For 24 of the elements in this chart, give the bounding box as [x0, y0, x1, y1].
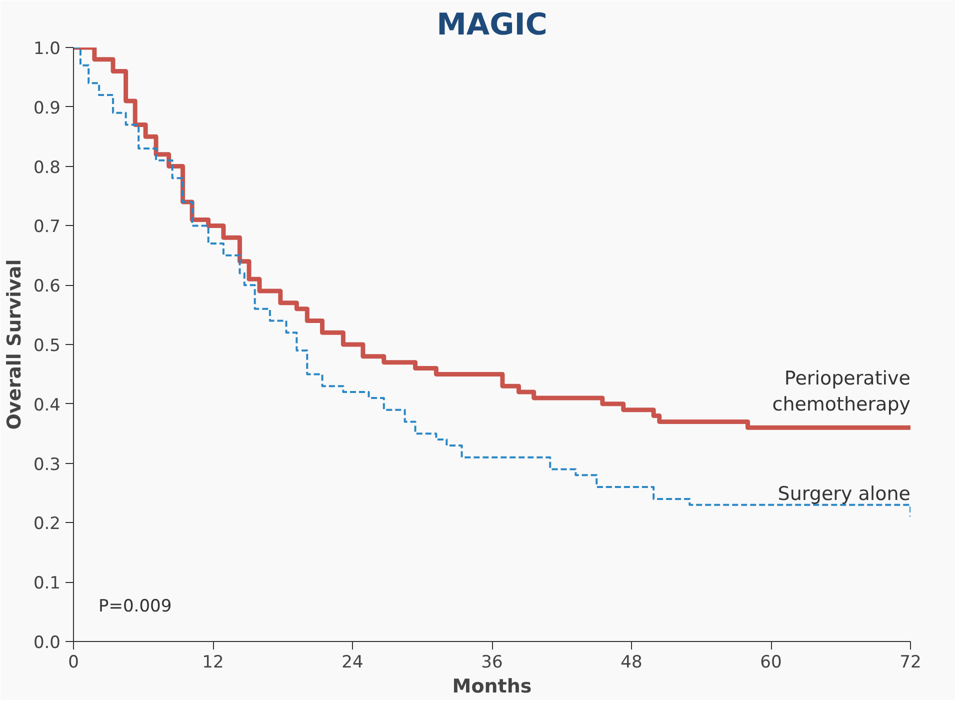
x-tick-label: 12	[202, 652, 224, 672]
y-tick-label: 0.4	[33, 395, 61, 416]
y-tick-label: 0.2	[33, 514, 61, 534]
annotation: P=0.009	[98, 596, 172, 616]
y-tick-label: 0.9	[33, 98, 61, 118]
y-tick-label: 0.3	[33, 454, 61, 475]
y-tick-label: 1.0	[33, 39, 61, 59]
y-tick-label: 0.5	[33, 336, 61, 356]
chart-title: MAGIC	[436, 8, 548, 42]
x-tick-label: 48	[620, 652, 642, 672]
x-tick-label: 60	[760, 652, 782, 672]
x-axis-title: Months	[452, 676, 532, 698]
series-label: Surgery alone	[778, 482, 910, 505]
y-tick-label: 0.8	[33, 158, 61, 178]
y-axis-title: Overall Survival	[3, 259, 26, 430]
x-tick-label: 36	[481, 652, 503, 672]
x-tick-label: 24	[342, 652, 364, 672]
x-tick-label: 72	[900, 652, 922, 672]
y-tick-label: 0.1	[33, 574, 61, 594]
x-tick-label: 0	[68, 652, 79, 672]
y-tick-label: 0.7	[33, 217, 61, 238]
y-tick-label: 0.0	[33, 633, 61, 653]
y-tick-label: 0.6	[33, 276, 61, 297]
series-label: Perioperative chemotherapy	[772, 367, 911, 416]
